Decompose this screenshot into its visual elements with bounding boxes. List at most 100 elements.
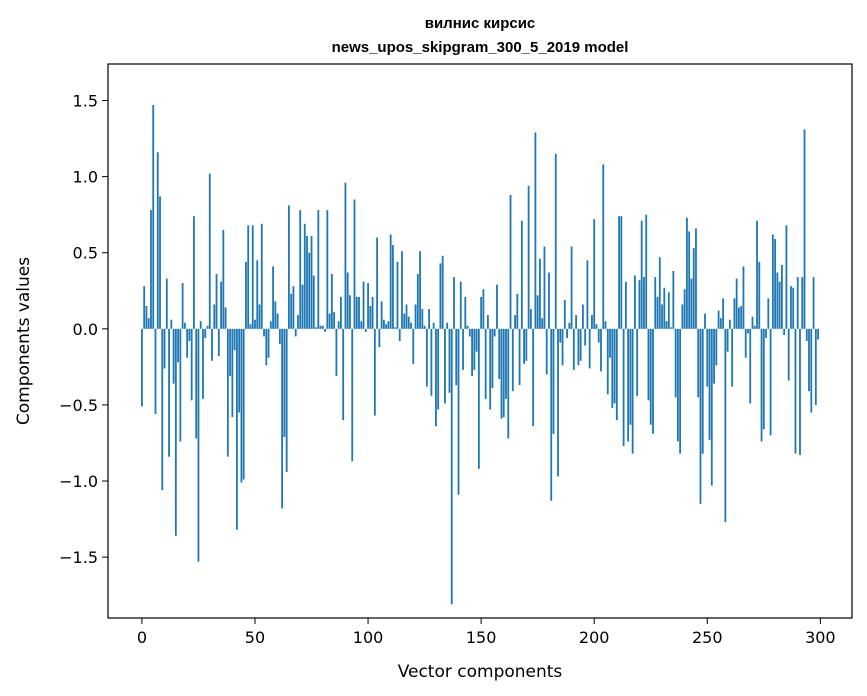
x-tick-label-1: 50: [245, 628, 265, 647]
bar-267: [744, 328, 747, 358]
bar-97: [360, 321, 363, 329]
bar-110: [389, 234, 392, 329]
bar-139: [455, 328, 458, 386]
bar-127: [428, 309, 431, 329]
y-tick-label-0: −1.5: [59, 548, 98, 567]
bar-233: [667, 292, 670, 329]
bar-213: [622, 328, 625, 447]
bar-145: [468, 328, 471, 337]
bar-78: [317, 210, 320, 329]
bar-196: [584, 328, 587, 346]
bar-86: [335, 328, 338, 376]
bar-41: [233, 328, 236, 351]
bar-247: [699, 328, 702, 504]
bar-100: [367, 283, 369, 329]
bar-71: [301, 284, 304, 329]
bar-45: [242, 328, 245, 480]
bar-266: [742, 266, 745, 329]
x-axis-label: Vector components: [398, 662, 563, 682]
bar-50: [254, 319, 256, 329]
bar-62: [281, 328, 284, 509]
bar-142: [462, 328, 464, 370]
bar-192: [575, 315, 578, 329]
bar-209: [613, 328, 616, 404]
y-tick-label-6: 1.5: [73, 92, 98, 111]
bar-22: [190, 328, 193, 401]
x-tick-label-6: 300: [805, 628, 836, 647]
bar-274: [760, 328, 763, 442]
bar-238: [679, 328, 682, 454]
bar-252: [710, 328, 713, 486]
bar-269: [749, 328, 752, 404]
bar-33: [215, 274, 218, 329]
bar-281: [776, 272, 779, 329]
x-axis-ticks: 0 50 100 150 200 250 300: [137, 618, 836, 647]
bar-159: [500, 328, 503, 419]
bar-154: [489, 328, 492, 410]
bar-116: [403, 313, 406, 329]
bar-176: [539, 258, 541, 329]
bar-90: [344, 182, 347, 329]
bar-259: [726, 328, 729, 352]
bar-265: [740, 305, 743, 329]
bar-63: [283, 328, 286, 437]
bar-202: [597, 328, 600, 343]
bar-186: [561, 328, 564, 366]
bar-70: [299, 210, 302, 329]
bar-224: [647, 328, 650, 401]
bar-101: [369, 305, 372, 329]
bar-119: [410, 322, 412, 329]
bar-26: [199, 321, 202, 329]
bar-167: [518, 328, 521, 386]
bar-198: [588, 328, 591, 369]
bar-229: [658, 257, 661, 329]
bar-239: [681, 304, 684, 329]
bar-43: [238, 328, 241, 413]
bar-44: [240, 328, 243, 483]
bar-181: [550, 328, 553, 501]
bar-148: [475, 328, 478, 352]
bar-88: [340, 296, 342, 329]
bar-2: [145, 305, 148, 329]
bar-257: [722, 298, 725, 329]
bar-146: [471, 328, 473, 376]
bar-205: [604, 321, 607, 329]
bar-16: [177, 328, 180, 363]
bar-216: [629, 328, 632, 425]
bar-278: [769, 328, 772, 436]
bar-79: [319, 325, 322, 329]
bar-207: [609, 328, 611, 358]
bar-42: [236, 328, 238, 530]
bar-284: [783, 328, 786, 335]
bar-13: [170, 319, 173, 329]
bar-133: [441, 255, 444, 329]
bar-226: [652, 328, 654, 434]
bar-9: [161, 328, 164, 491]
bar-102: [371, 296, 374, 329]
bar-81: [324, 328, 326, 332]
bar-64: [285, 328, 288, 472]
bar-135: [446, 322, 449, 329]
bar-286: [787, 328, 790, 381]
bar-227: [654, 277, 657, 329]
bar-37: [224, 307, 227, 329]
bar-121: [414, 304, 417, 329]
chart-title-line-1: вилнис кирсис: [425, 15, 536, 32]
bar-105: [378, 328, 381, 348]
bar-113: [396, 261, 399, 329]
bar-244: [692, 248, 695, 329]
bar-200: [593, 219, 596, 329]
bar-237: [676, 328, 679, 442]
bar-129: [432, 322, 435, 329]
bar-221: [640, 220, 643, 329]
bar-214: [624, 281, 627, 329]
bar-218: [634, 275, 636, 329]
bar-126: [425, 328, 428, 387]
bar-152: [484, 328, 487, 399]
bar-234: [670, 327, 672, 329]
bar-245: [695, 228, 697, 329]
bar-77: [315, 327, 317, 329]
bar-117: [405, 304, 408, 329]
bar-254: [715, 328, 718, 366]
bar-255: [717, 310, 720, 329]
